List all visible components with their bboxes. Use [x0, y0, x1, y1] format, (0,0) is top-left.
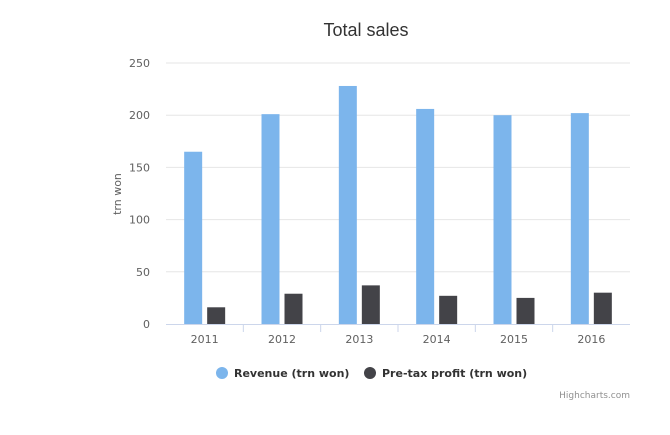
bar-pretax-profit: [439, 295, 458, 324]
x-tick-label: 2011: [191, 333, 219, 346]
chart-title: Total sales: [323, 20, 408, 40]
y-tick-label: 100: [129, 214, 150, 227]
y-tick-label: 200: [129, 109, 150, 122]
bar-revenue: [416, 108, 435, 324]
bar-pretax-profit: [361, 285, 380, 324]
legend-marker-revenue: [216, 367, 228, 379]
bars: [184, 85, 612, 324]
y-tick-label: 250: [129, 57, 150, 70]
bar-revenue: [184, 151, 203, 324]
legend: Revenue (trn won) Pre-tax profit (trn won…: [216, 367, 527, 380]
y-tick-label: 50: [136, 266, 150, 279]
y-axis-label: trn won: [111, 173, 124, 215]
x-tick-label: 2014: [423, 333, 451, 346]
y-tick-label: 0: [143, 318, 150, 331]
bar-revenue: [261, 114, 280, 324]
x-axis-ticks: 2011 2012 2013 2014 2015 2016: [191, 324, 605, 346]
legend-label-revenue: Revenue (trn won): [234, 367, 349, 380]
bar-pretax-profit: [207, 307, 226, 324]
bar-revenue: [493, 115, 512, 324]
y-tick-label: 150: [129, 161, 150, 174]
credits-link[interactable]: Highcharts.com: [559, 391, 630, 401]
x-tick-label: 2015: [500, 333, 528, 346]
x-tick-label: 2012: [268, 333, 296, 346]
legend-label-pretax-profit: Pre-tax profit (trn won): [382, 367, 527, 380]
legend-marker-pretax-profit: [364, 367, 376, 379]
grid-lines: [166, 62, 630, 273]
x-tick-label: 2016: [577, 333, 605, 346]
bar-pretax-profit: [593, 292, 612, 324]
bar-revenue: [570, 113, 589, 324]
bar-revenue: [338, 85, 357, 324]
x-tick-label: 2013: [345, 333, 373, 346]
bar-pretax-profit: [284, 293, 303, 324]
bar-pretax-profit: [516, 297, 535, 324]
y-axis-ticks: 0 50 100 150 200 250: [129, 57, 150, 331]
